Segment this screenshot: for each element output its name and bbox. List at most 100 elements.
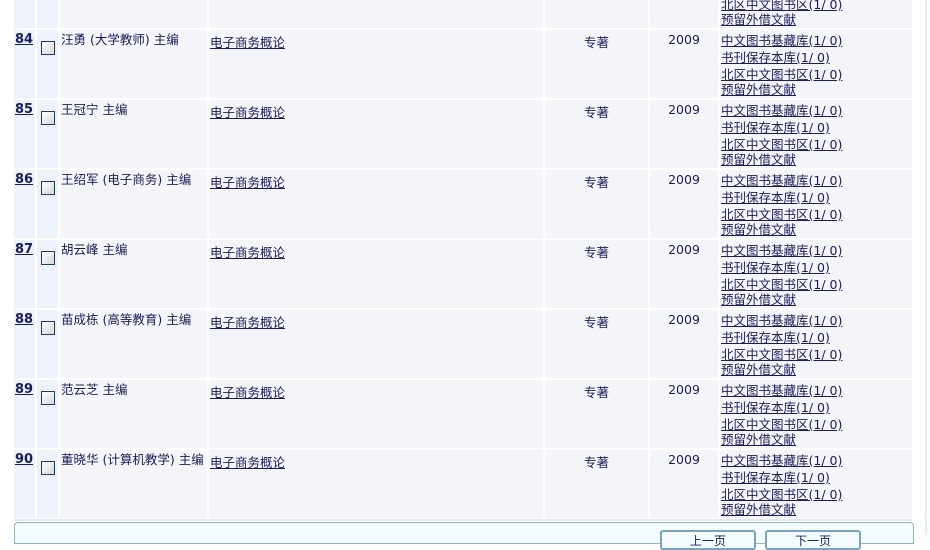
holding-link[interactable]: 北区中文图书区(1/ 0) <box>721 487 843 502</box>
record-number-link[interactable]: 85 <box>15 102 34 117</box>
holding-link[interactable]: 中文图书基藏库(1/ 0) <box>721 173 843 188</box>
num-cell: 86 <box>14 170 35 238</box>
holding-link[interactable]: 北区中文图书区(1/ 0) <box>721 417 843 432</box>
type-cell: 专著 <box>545 450 648 518</box>
holding-link[interactable]: 中文图书基藏库(1/ 0) <box>721 313 843 328</box>
title-link[interactable]: 电子商务概论 <box>210 105 286 120</box>
holding-link[interactable]: 北区中文图书区(1/ 0) <box>721 347 843 362</box>
record-number-link[interactable]: 86 <box>15 172 34 187</box>
year: 2009 <box>668 312 700 327</box>
select-checkbox[interactable] <box>41 391 55 405</box>
year-cell <box>650 0 718 28</box>
holding-link[interactable]: 书刊保存本库(1/ 0) <box>721 330 830 345</box>
record-number-link[interactable]: 90 <box>15 452 34 467</box>
holding-link[interactable]: 书刊保存本库(1/ 0) <box>721 190 830 205</box>
title-cell: 电子商务概论 <box>209 450 543 518</box>
author-cell: 苗成栋 (高等教育) 主编 <box>60 310 207 378</box>
year: 2009 <box>668 242 700 257</box>
holding-link[interactable]: 书刊保存本库(1/ 0) <box>721 120 830 135</box>
holding-link[interactable]: 预留外借文献 <box>721 502 797 517</box>
next-page-button[interactable]: 下一页 <box>765 530 861 550</box>
select-checkbox[interactable] <box>41 321 55 335</box>
title-link[interactable]: 电子商务概论 <box>210 315 286 330</box>
holding-link[interactable]: 中文图书基藏库(1/ 0) <box>721 33 843 48</box>
holding-link[interactable]: 预留外借文献 <box>721 362 797 377</box>
holding-link[interactable]: 中文图书基藏库(1/ 0) <box>721 383 843 398</box>
author-cell: 王冠宁 主编 <box>60 100 207 168</box>
type-cell <box>545 0 648 28</box>
type-cell: 专著 <box>545 240 648 308</box>
num-cell <box>14 0 35 28</box>
select-checkbox[interactable] <box>41 181 55 195</box>
checkbox-cell <box>37 450 58 518</box>
author: 汪勇 (大学教师) 主编 <box>61 32 179 47</box>
holding-link[interactable]: 书刊保存本库(1/ 0) <box>721 260 830 275</box>
record-number-link[interactable]: 87 <box>15 242 34 257</box>
record-number-link[interactable]: 88 <box>15 312 34 327</box>
holdings-cell: 中文图书基藏库(1/ 0) 书刊保存本库(1/ 0) 北区中文图书区(1/ 0) 预留… <box>720 30 912 98</box>
holdings-cell: 中文图书基藏库(1/ 0) 书刊保存本库(1/ 0) 北区中文图书区(1/ 0) 预留… <box>720 380 912 448</box>
holding-link[interactable]: 预留外借文献 <box>721 12 797 27</box>
holding-link[interactable]: 预留外借文献 <box>721 292 797 307</box>
record-number-link[interactable]: 89 <box>15 382 34 397</box>
doc-type: 专著 <box>583 35 609 50</box>
divider <box>14 519 912 521</box>
checkbox-cell <box>37 310 58 378</box>
checkbox-cell <box>37 170 58 238</box>
title-link[interactable]: 电子商务概论 <box>210 245 286 260</box>
holding-link[interactable]: 预留外借文献 <box>721 432 797 447</box>
table-row: 90 董晓华 (计算机教学) 主编 电子商务概论 专著 2009 中文图书基藏库… <box>14 450 912 518</box>
year-cell: 2009 <box>650 170 718 238</box>
prev-page-button[interactable]: 上一页 <box>660 530 756 550</box>
checkbox-cell <box>37 0 58 28</box>
checkbox-cell <box>37 30 58 98</box>
title-link[interactable]: 电子商务概论 <box>210 455 286 470</box>
year-cell: 2009 <box>650 240 718 308</box>
title-cell: 电子商务概论 <box>209 380 543 448</box>
title-cell: 电子商务概论 <box>209 310 543 378</box>
table-row: 86 王绍军 (电子商务) 主编 电子商务概论 专著 2009 中文图书基藏库(… <box>14 170 912 238</box>
type-cell: 专著 <box>545 30 648 98</box>
title-link[interactable]: 电子商务概论 <box>210 385 286 400</box>
holding-link[interactable]: 预留外借文献 <box>721 222 797 237</box>
select-checkbox[interactable] <box>41 111 55 125</box>
doc-type: 专著 <box>583 315 609 330</box>
select-checkbox[interactable] <box>41 41 55 55</box>
holding-link[interactable]: 预留外借文献 <box>721 152 797 167</box>
title-link[interactable]: 电子商务概论 <box>210 175 286 190</box>
holding-link[interactable]: 北区中文图书区(1/ 0) <box>721 277 843 292</box>
holding-link[interactable]: 中文图书基藏库(1/ 0) <box>721 103 843 118</box>
select-checkbox[interactable] <box>41 461 55 475</box>
year-cell: 2009 <box>650 30 718 98</box>
doc-type: 专著 <box>583 245 609 260</box>
title-link[interactable]: 电子商务概论 <box>210 35 286 50</box>
type-cell: 专著 <box>545 310 648 378</box>
holdings-cell: 中文图书基藏库(1/ 0) 书刊保存本库(1/ 0) 北区中文图书区(1/ 0) 预留… <box>720 240 912 308</box>
holding-link[interactable]: 书刊保存本库(1/ 0) <box>721 400 830 415</box>
holding-link[interactable]: 书刊保存本库(1/ 0) <box>721 50 830 65</box>
holding-link[interactable]: 中文图书基藏库(1/ 0) <box>721 243 843 258</box>
title-cell: 电子商务概论 <box>209 100 543 168</box>
checkbox-cell <box>37 240 58 308</box>
num-cell: 85 <box>14 100 35 168</box>
title-cell: 电子商务概论 <box>209 170 543 238</box>
year: 2009 <box>668 452 700 467</box>
holding-link[interactable]: 北区中文图书区(1/ 0) <box>721 137 843 152</box>
table-row: 84 汪勇 (大学教师) 主编 电子商务概论 专著 2009 中文图书基藏库(1… <box>14 30 912 98</box>
author: 苗成栋 (高等教育) 主编 <box>61 312 192 327</box>
title-cell <box>209 0 543 28</box>
holding-link[interactable]: 北区中文图书区(1/ 0) <box>721 207 843 222</box>
holding-link[interactable]: 中文图书基藏库(1/ 0) <box>721 453 843 468</box>
num-cell: 88 <box>14 310 35 378</box>
holding-link[interactable]: 预留外借文献 <box>721 82 797 97</box>
table-row-partial: 北区中文图书区(1/ 0) 预留外借文献 <box>14 0 912 28</box>
author: 范云芝 主编 <box>61 382 128 397</box>
record-number-link[interactable]: 84 <box>15 32 34 47</box>
num-cell: 90 <box>14 450 35 518</box>
holding-link[interactable]: 北区中文图书区(1/ 0) <box>721 0 843 12</box>
type-cell: 专著 <box>545 100 648 168</box>
holding-link[interactable]: 书刊保存本库(1/ 0) <box>721 470 830 485</box>
select-checkbox[interactable] <box>41 251 55 265</box>
title-cell: 电子商务概论 <box>209 30 543 98</box>
holding-link[interactable]: 北区中文图书区(1/ 0) <box>721 67 843 82</box>
